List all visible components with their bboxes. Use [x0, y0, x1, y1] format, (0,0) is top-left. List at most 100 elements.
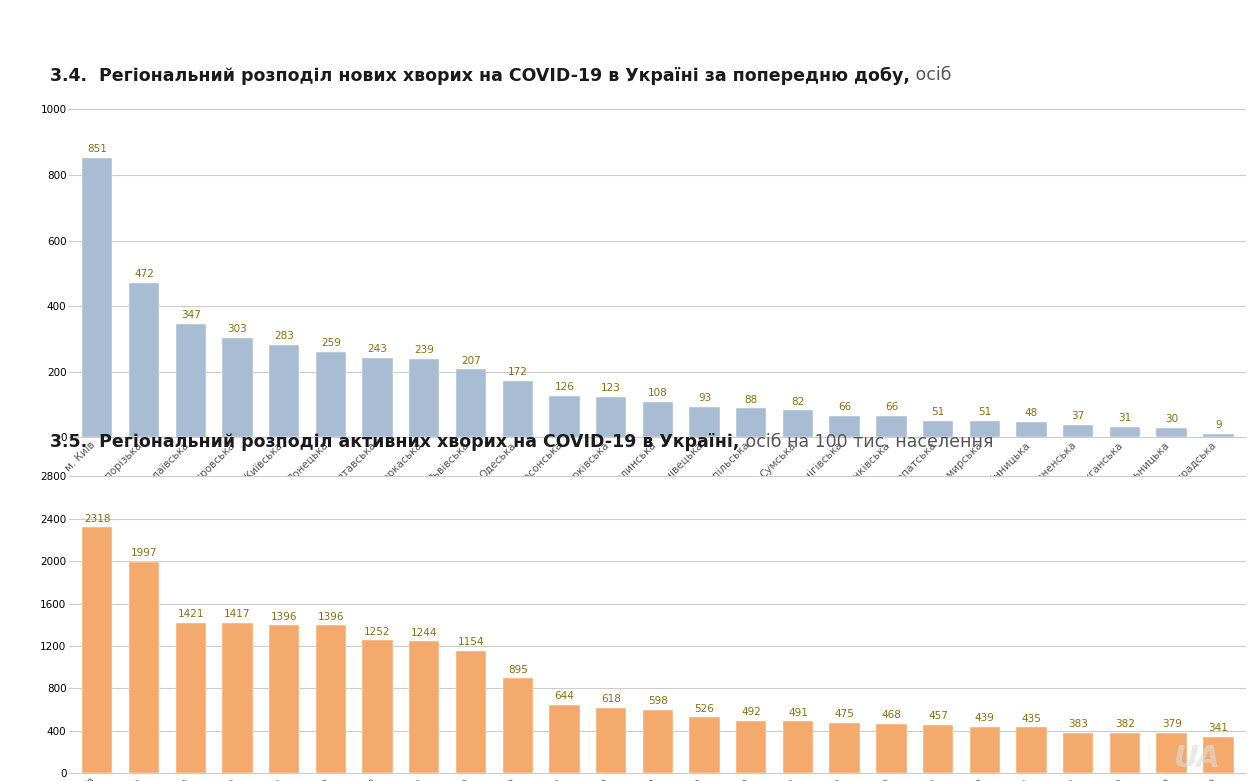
Bar: [969, 421, 1000, 437]
Text: осіб на 100 тис. населення: осіб на 100 тис. населення: [740, 433, 993, 451]
Text: 30: 30: [1165, 414, 1178, 423]
Bar: [596, 708, 626, 773]
Bar: [1016, 422, 1046, 437]
Bar: [363, 640, 393, 773]
Text: 1252: 1252: [364, 627, 390, 637]
Bar: [82, 159, 112, 437]
Bar: [690, 407, 720, 437]
Text: 51: 51: [932, 407, 944, 417]
Bar: [175, 622, 206, 773]
Text: 37: 37: [1071, 412, 1085, 421]
Bar: [737, 408, 767, 437]
Text: 644: 644: [554, 691, 574, 701]
Bar: [269, 344, 300, 437]
Bar: [1063, 425, 1093, 437]
Text: осіб: осіб: [910, 66, 952, 84]
Bar: [830, 723, 860, 773]
Text: 526: 526: [695, 704, 714, 714]
Bar: [1204, 737, 1234, 773]
Text: 439: 439: [974, 713, 995, 723]
Bar: [1157, 427, 1187, 437]
Text: 207: 207: [461, 355, 481, 366]
Text: 88: 88: [744, 394, 758, 405]
Text: 618: 618: [602, 694, 621, 704]
Text: 491: 491: [788, 708, 808, 718]
Text: 66: 66: [885, 401, 898, 412]
Bar: [737, 721, 767, 773]
Text: 48: 48: [1025, 408, 1039, 418]
Text: 379: 379: [1162, 719, 1182, 729]
Bar: [783, 721, 813, 773]
Bar: [128, 562, 159, 773]
Text: UA: UA: [1175, 744, 1221, 773]
Bar: [923, 725, 953, 773]
Text: 492: 492: [742, 708, 762, 718]
Bar: [502, 679, 533, 773]
Text: 126: 126: [554, 382, 574, 392]
Text: 1244: 1244: [410, 628, 438, 638]
Bar: [969, 726, 1000, 773]
Text: 598: 598: [648, 696, 667, 706]
Text: 51: 51: [978, 407, 991, 417]
Bar: [549, 705, 579, 773]
Bar: [876, 723, 906, 773]
Text: 1154: 1154: [458, 637, 485, 647]
Bar: [269, 626, 300, 773]
Text: 1417: 1417: [224, 609, 251, 619]
Text: 3.4.  Регіональний розподіл нових хворих на COVID-19 в Україні за попередню добу: 3.4. Регіональний розподіл нових хворих …: [50, 66, 910, 84]
Text: 1396: 1396: [271, 612, 297, 622]
Bar: [783, 411, 813, 437]
Bar: [642, 402, 674, 437]
Text: 283: 283: [274, 330, 295, 341]
Bar: [82, 527, 112, 773]
Text: 1997: 1997: [131, 548, 157, 558]
Bar: [1204, 434, 1234, 437]
Bar: [456, 369, 486, 437]
Bar: [1063, 733, 1093, 773]
Text: 347: 347: [181, 309, 200, 319]
Text: 851: 851: [87, 144, 107, 155]
Text: 435: 435: [1021, 714, 1041, 723]
Bar: [642, 710, 674, 773]
Text: 475: 475: [835, 709, 855, 719]
Bar: [316, 626, 346, 773]
Bar: [830, 415, 860, 437]
Text: 66: 66: [838, 401, 851, 412]
Text: 2318: 2318: [84, 514, 111, 524]
Bar: [596, 397, 626, 437]
Bar: [456, 651, 486, 773]
Text: 1396: 1396: [317, 612, 344, 622]
Text: 468: 468: [881, 710, 901, 720]
Text: 259: 259: [321, 338, 341, 348]
Text: 93: 93: [697, 393, 711, 403]
Text: 382: 382: [1115, 719, 1134, 729]
Text: 123: 123: [602, 383, 621, 393]
Text: 82: 82: [792, 397, 805, 407]
Text: 457: 457: [928, 711, 948, 721]
Text: 341: 341: [1209, 723, 1229, 733]
Bar: [1109, 427, 1141, 437]
Bar: [409, 641, 439, 773]
Text: 31: 31: [1118, 413, 1132, 423]
Bar: [502, 381, 533, 437]
Bar: [223, 338, 253, 437]
Text: 3.5.  Регіональний розподіл активних хворих на COVID-19 в Україні,: 3.5. Регіональний розподіл активних хвор…: [50, 433, 740, 451]
Bar: [690, 718, 720, 773]
Bar: [316, 352, 346, 437]
Bar: [363, 358, 393, 437]
Text: 239: 239: [414, 345, 434, 355]
Text: 108: 108: [648, 388, 667, 398]
Text: 9: 9: [1215, 420, 1221, 430]
Bar: [549, 396, 579, 437]
Bar: [409, 359, 439, 437]
Text: 895: 895: [507, 665, 528, 675]
Text: 383: 383: [1069, 719, 1088, 729]
Bar: [876, 415, 906, 437]
Text: 1421: 1421: [178, 609, 204, 619]
Bar: [923, 421, 953, 437]
Bar: [175, 323, 206, 437]
Bar: [1157, 733, 1187, 773]
Bar: [1109, 733, 1141, 773]
Text: 243: 243: [368, 344, 388, 354]
Text: 172: 172: [507, 367, 528, 377]
